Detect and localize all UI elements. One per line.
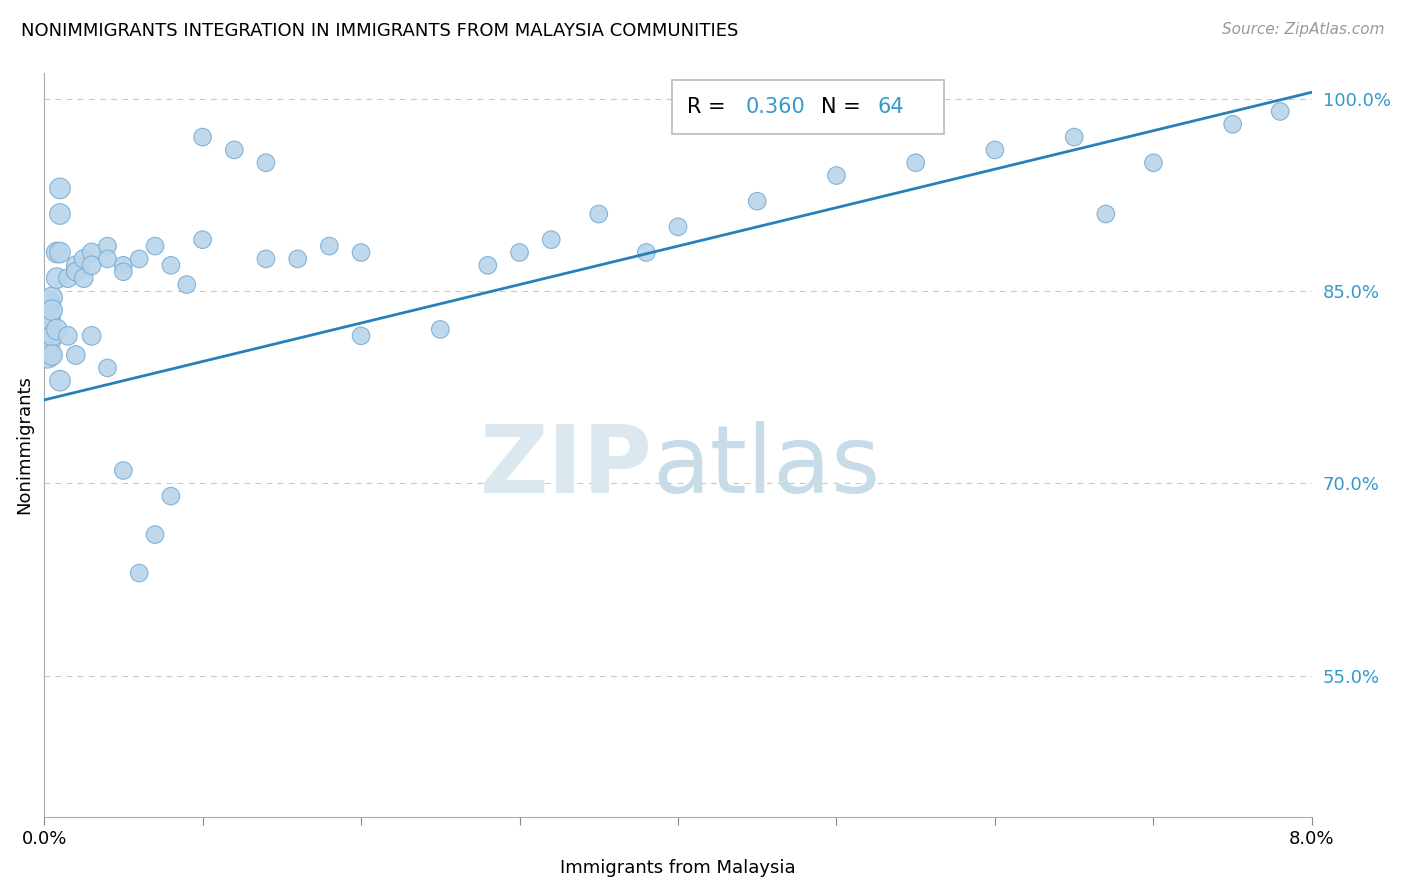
Point bbox=[825, 169, 848, 183]
Point bbox=[318, 239, 340, 253]
Point bbox=[128, 252, 150, 266]
Text: atlas: atlas bbox=[652, 421, 882, 513]
Point bbox=[128, 566, 150, 580]
Point bbox=[45, 245, 67, 260]
Point bbox=[588, 207, 610, 221]
Text: ZIP: ZIP bbox=[479, 421, 652, 513]
Point bbox=[41, 348, 63, 362]
Point bbox=[160, 489, 183, 503]
Point bbox=[65, 348, 87, 362]
Text: NONIMMIGRANTS INTEGRATION IN IMMIGRANTS FROM MALAYSIA COMMUNITIES: NONIMMIGRANTS INTEGRATION IN IMMIGRANTS … bbox=[21, 22, 738, 40]
Point bbox=[1095, 207, 1118, 221]
Text: R =: R = bbox=[688, 97, 733, 117]
Point bbox=[37, 297, 59, 311]
Point bbox=[191, 130, 214, 145]
Point bbox=[112, 463, 135, 477]
Y-axis label: Nonimmigrants: Nonimmigrants bbox=[15, 376, 32, 515]
Point bbox=[41, 329, 63, 343]
Point bbox=[37, 335, 59, 350]
Point bbox=[287, 252, 309, 266]
Point bbox=[477, 258, 499, 272]
Text: Source: ZipAtlas.com: Source: ZipAtlas.com bbox=[1222, 22, 1385, 37]
Point bbox=[350, 329, 373, 343]
Point bbox=[1142, 155, 1164, 169]
Point bbox=[191, 233, 214, 247]
Text: 0.360: 0.360 bbox=[745, 97, 806, 117]
Point bbox=[73, 252, 96, 266]
Point bbox=[49, 245, 72, 260]
Point bbox=[904, 155, 927, 169]
Point bbox=[45, 322, 67, 336]
Point bbox=[224, 143, 246, 157]
Point bbox=[73, 271, 96, 285]
Point bbox=[666, 219, 689, 234]
Point bbox=[96, 252, 118, 266]
Point bbox=[96, 360, 118, 375]
Point bbox=[49, 374, 72, 388]
Point bbox=[160, 258, 183, 272]
Point bbox=[49, 207, 72, 221]
Point bbox=[540, 233, 562, 247]
Point bbox=[747, 194, 769, 209]
Point bbox=[176, 277, 198, 292]
Point bbox=[49, 181, 72, 195]
Point bbox=[429, 322, 451, 336]
Point bbox=[37, 348, 59, 362]
Text: 64: 64 bbox=[877, 97, 904, 117]
Point bbox=[41, 303, 63, 318]
Point bbox=[1222, 117, 1244, 131]
Point bbox=[41, 290, 63, 304]
Point bbox=[56, 329, 79, 343]
Point bbox=[509, 245, 531, 260]
Point bbox=[45, 271, 67, 285]
Point bbox=[636, 245, 658, 260]
Point bbox=[80, 329, 103, 343]
Point bbox=[254, 155, 277, 169]
Point bbox=[65, 258, 87, 272]
Point bbox=[1063, 130, 1085, 145]
Point bbox=[1270, 104, 1292, 119]
Point bbox=[37, 310, 59, 324]
Point bbox=[984, 143, 1007, 157]
Point bbox=[65, 265, 87, 279]
X-axis label: Immigrants from Malaysia: Immigrants from Malaysia bbox=[560, 859, 796, 877]
Point bbox=[37, 322, 59, 336]
Point bbox=[112, 258, 135, 272]
Point bbox=[350, 245, 373, 260]
Point bbox=[80, 245, 103, 260]
Point bbox=[80, 258, 103, 272]
Point bbox=[112, 265, 135, 279]
Point bbox=[143, 527, 166, 541]
FancyBboxPatch shape bbox=[672, 80, 945, 134]
Point bbox=[56, 271, 79, 285]
Point bbox=[96, 239, 118, 253]
Point bbox=[143, 239, 166, 253]
Text: N =: N = bbox=[821, 97, 868, 117]
Point bbox=[254, 252, 277, 266]
